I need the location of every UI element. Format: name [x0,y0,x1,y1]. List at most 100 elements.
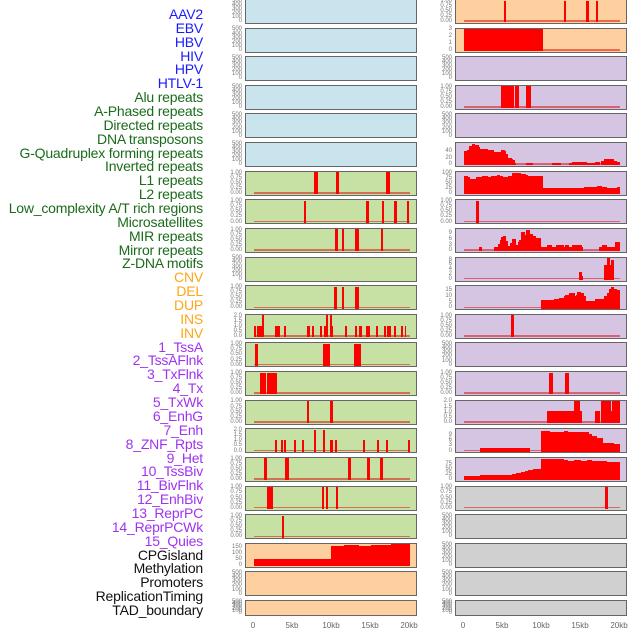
track-panel [245,170,417,196]
y-tick-label: 40 [445,147,452,154]
data-bar [258,325,261,338]
data-bar [595,411,601,424]
y-tick-label: 400 [441,545,452,552]
data-bar [331,546,344,567]
y-tick-label: 100 [231,42,242,49]
data-bar [575,294,578,309]
data-bar [470,178,477,195]
data-bar [584,187,591,195]
y-tick-label: 200 [441,67,452,74]
y-tick-label: 0 [448,247,452,254]
data-bar [556,245,564,252]
baseline [254,506,410,509]
data-bar [511,473,517,481]
y-tick-label: 300 [441,578,452,585]
y-tick-label: 1 [448,40,452,47]
x-tick-label: 5kb [285,621,299,630]
x-tick-label: 20kb [610,621,628,630]
data-bar [529,234,533,252]
track-panel [245,571,417,597]
data-bar [616,290,620,309]
y-tick-label: 300 [441,549,452,556]
track-panel [455,170,627,196]
track-panel [245,399,417,425]
data-bar [335,229,339,252]
track-label: Methylation [133,560,204,577]
y-tick-label: 0 [448,75,452,82]
data-bar [510,315,514,338]
data-bar [385,439,388,452]
y-tick-label: 500 [441,55,452,62]
y-tick-label: 500 [231,83,242,90]
y-tick-label: 1.00 [230,341,242,348]
y-tick-label: 0.50 [230,380,242,387]
y-tick-label: 9 [448,432,452,439]
y-tick-label: 0.50 [230,351,242,358]
y-tick-label: 0.25 [230,356,242,363]
y-tick-label: 200 [231,95,242,102]
data-bar [308,325,311,338]
track-panel [455,27,627,53]
data-bar [407,439,410,452]
data-bar [331,325,334,338]
data-bar [581,460,588,481]
track-label: ReplicationTiming [95,588,204,605]
data-bar [294,439,297,452]
track-label: CNV [174,269,203,286]
y-tick-label: 0.75 [230,289,242,296]
data-bar [366,200,369,223]
y-tick-label: 0.25 [230,213,242,220]
track-label: L2 repeats [138,186,203,203]
data-bar [379,458,383,481]
y-tick-label: 100 [231,71,242,78]
y-tick-label: 0 [238,161,242,168]
data-bar [527,176,543,195]
data-bar [591,460,599,481]
y-tick-label: 1.5 [233,432,242,439]
y-tick-label: 100 [441,357,452,364]
data-bar [353,343,361,366]
baseline [254,535,410,538]
y-tick-label: 0.00 [440,18,452,25]
x-tick-label: 0 [460,621,466,630]
baseline [254,306,410,309]
y-tick-label: 0 [448,46,452,53]
data-bar [559,298,564,309]
x-tick-label: 10kb [532,621,550,630]
data-bar [563,431,568,452]
track-label: G-Quadruplex forming repeats [19,144,204,161]
data-bar [535,468,542,481]
y-tick-label: 0 [238,75,242,82]
baseline [464,392,620,394]
y-tick-label: 0.50 [230,179,242,186]
track-panel [455,285,627,311]
data-bar [325,315,328,338]
data-bar [325,487,329,509]
data-bar [493,247,499,252]
data-bar [485,149,489,166]
y-tick-label: 500 [231,255,242,262]
y-tick-label: 0.50 [230,465,242,472]
data-bar [363,439,366,452]
data-bar [302,439,305,452]
data-bar [557,459,564,481]
data-bar [355,286,359,309]
track-panel [455,399,627,425]
data-bar [377,439,380,452]
track-label: HTLV-1 [157,75,203,92]
y-tick-label: 1.00 [440,83,452,90]
data-bar [285,458,290,481]
baseline [464,335,620,337]
y-tick-label: 1.00 [230,398,242,405]
data-bar [512,238,517,252]
data-bar [525,230,530,252]
data-bar [284,439,286,452]
track-label: 8_ZNF_Rpts [125,435,204,452]
y-tick-label: 0.50 [440,208,452,215]
track-panel [245,256,417,282]
data-bar [306,325,309,338]
y-tick-label: 200 [441,605,452,612]
data-bar [322,343,331,366]
data-bar [488,176,492,195]
y-tick-label: 0.75 [230,203,242,210]
